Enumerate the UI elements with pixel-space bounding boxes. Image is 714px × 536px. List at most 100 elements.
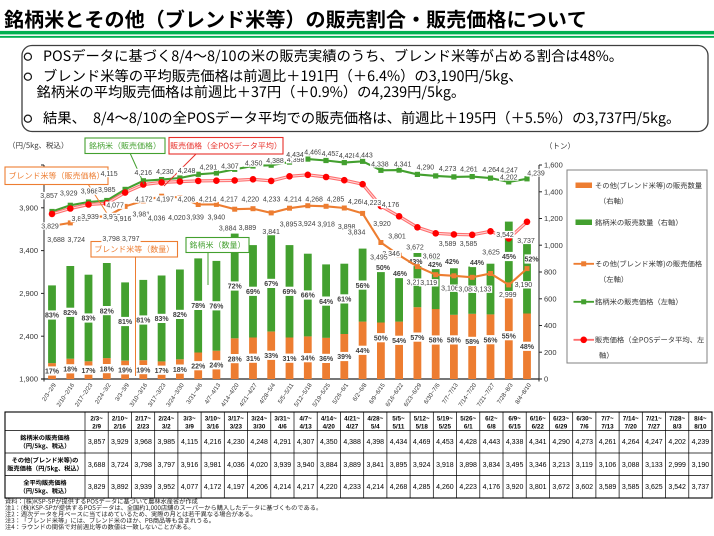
svg-text:4,260: 4,260 [436,484,454,491]
svg-text:4,291: 4,291 [200,165,218,172]
svg-text:4,350: 4,350 [245,161,263,168]
svg-text:67%: 67% [264,281,279,288]
svg-text:58%: 58% [465,339,480,346]
svg-text:200: 200 [544,348,557,357]
svg-text:4,172: 4,172 [204,484,222,491]
svg-text:4,338: 4,338 [371,161,389,168]
svg-text:4,338: 4,338 [506,439,524,446]
svg-text:2/23: 2/23 [137,423,150,430]
svg-text:1,400: 1,400 [544,187,563,196]
svg-text:3,346: 3,346 [382,251,400,258]
svg-text:4,268: 4,268 [390,484,408,491]
svg-text:3,106: 3,106 [599,462,617,469]
svg-text:18%: 18% [100,366,115,373]
svg-text:4,214: 4,214 [284,197,302,204]
svg-text:3,834: 3,834 [348,229,366,236]
svg-text:6/9~: 6/9~ [508,416,521,423]
svg-text:1,900: 1,900 [19,375,38,384]
svg-text:19%: 19% [118,368,133,375]
svg-text:31%: 31% [282,356,297,363]
svg-text:24%: 24% [209,363,224,370]
svg-text:8/4~8/10: 8/4~8/10 [515,382,533,405]
svg-text:2/10~2/16: 2/10~2/16 [56,382,76,408]
svg-text:3/2: 3/2 [162,423,171,430]
svg-text:4,261: 4,261 [460,167,478,174]
svg-text:4,453: 4,453 [322,151,340,158]
svg-text:4/14~: 4/14~ [321,416,337,423]
svg-text:5/12~: 5/12~ [414,416,430,423]
svg-text:4,020: 4,020 [250,462,268,469]
svg-text:8/3: 8/3 [673,423,682,430]
svg-text:3/17~3/23: 3/17~3/23 [148,382,168,408]
svg-text:4,261: 4,261 [599,439,617,446]
svg-text:6/29: 6/29 [555,423,568,430]
svg-text:3/31~: 3/31~ [274,416,290,423]
svg-text:3,602: 3,602 [576,484,594,491]
svg-text:3,542: 3,542 [496,232,514,239]
svg-text:4/7~: 4/7~ [299,416,312,423]
svg-text:8/4~: 8/4~ [694,416,707,423]
svg-text:2,999: 2,999 [668,462,686,469]
svg-text:2,900: 2,900 [19,289,38,298]
svg-text:3,602: 3,602 [423,254,441,261]
svg-text:4,285: 4,285 [413,484,431,491]
svg-text:400: 400 [544,321,557,330]
svg-text:4,273: 4,273 [439,166,457,173]
svg-text:18%: 18% [63,367,78,374]
svg-text:5/19~: 5/19~ [437,416,453,423]
svg-text:56%: 56% [483,337,498,344]
svg-text:4,239: 4,239 [692,439,710,446]
svg-text:4,453: 4,453 [436,439,454,446]
svg-text:3,929: 3,929 [111,439,129,446]
svg-text:3/3~3/9: 3/3~3/9 [115,382,132,403]
svg-text:4/28~5/4: 4/28~5/4 [259,382,277,405]
svg-text:44%: 44% [470,260,485,267]
svg-text:54%: 54% [392,338,407,345]
svg-text:31%: 31% [246,356,261,363]
svg-text:45%: 45% [502,254,517,261]
svg-text:34%: 34% [301,355,316,362]
svg-text:18%: 18% [173,367,188,374]
svg-text:28%: 28% [228,356,243,363]
svg-text:3/24~: 3/24~ [251,416,267,423]
svg-text:3/10~3/16: 3/10~3/16 [129,382,149,408]
svg-text:3,672: 3,672 [406,245,424,252]
svg-text:6/22: 6/22 [532,423,545,430]
svg-text:6/2~6/8: 6/2~6/8 [352,382,369,403]
svg-text:36%: 36% [319,356,334,363]
svg-text:3/17~: 3/17~ [228,416,244,423]
svg-text:4,239: 4,239 [527,170,545,177]
svg-text:3,900: 3,900 [19,203,38,212]
svg-text:4,220: 4,220 [320,484,338,491]
svg-text:3,940: 3,940 [208,214,226,221]
svg-text:6/9~6/15: 6/9~6/15 [369,382,387,405]
svg-text:3,213: 3,213 [407,280,425,287]
svg-text:3,625: 3,625 [645,484,663,491]
svg-text:3/23: 3/23 [230,423,243,430]
svg-text:7/21~7/27: 7/21~7/27 [476,382,496,408]
svg-text:3,981: 3,981 [133,211,151,218]
svg-text:44%: 44% [356,348,371,355]
svg-text:5/25: 5/25 [439,423,452,430]
svg-text:43%: 43% [408,259,423,266]
svg-text:83%: 83% [155,316,170,323]
svg-text:4,230: 4,230 [156,169,174,176]
svg-text:3,892: 3,892 [111,484,129,491]
svg-text:3,920: 3,920 [373,221,391,228]
svg-text:6/30~: 6/30~ [576,416,592,423]
svg-text:5/5~5/11: 5/5~5/11 [278,382,296,405]
svg-text:4,223: 4,223 [459,484,477,491]
svg-text:4,434: 4,434 [286,152,304,159]
svg-text:4,388: 4,388 [266,158,284,165]
svg-text:7/13: 7/13 [601,423,614,430]
svg-text:4,202: 4,202 [668,439,686,446]
svg-text:3/31~4/6: 3/31~4/6 [186,382,204,405]
svg-text:3,889: 3,889 [239,225,257,232]
svg-text:3,119: 3,119 [420,280,437,287]
svg-text:3,625: 3,625 [482,250,500,257]
svg-text:4/20: 4/20 [323,423,336,430]
svg-text:4,268: 4,268 [305,197,323,204]
svg-text:2/9: 2/9 [92,423,101,430]
svg-text:4/28~: 4/28~ [367,416,383,423]
svg-text:5/11: 5/11 [393,423,405,430]
